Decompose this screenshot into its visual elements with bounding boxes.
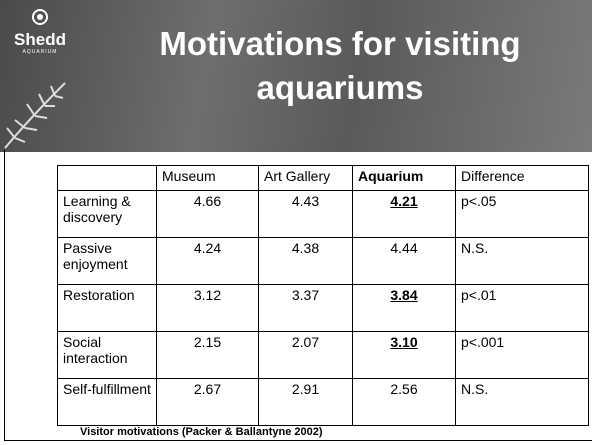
cell-text: 4.44 bbox=[390, 240, 417, 256]
slide-title: Motivations for visiting aquariums bbox=[130, 22, 550, 110]
table-cell: 4.21 bbox=[353, 191, 456, 238]
caption: Visitor motivations (Packer & Ballantyne… bbox=[80, 426, 323, 438]
logo-subtitle: AQUARIUM bbox=[8, 49, 72, 56]
cell-text: 4.66 bbox=[194, 193, 221, 209]
cell-text: Passive enjoyment bbox=[63, 240, 128, 272]
header-cell: Difference bbox=[456, 166, 589, 191]
table-row: Restoration 3.12 3.37 3.84 p<.01 bbox=[58, 285, 589, 332]
row-label: Social interaction bbox=[58, 332, 157, 379]
table-cell: 2.91 bbox=[259, 379, 353, 426]
cell-text: Social interaction bbox=[63, 334, 128, 366]
table-row: Self-fulfillment 2.67 2.91 2.56 N.S. bbox=[58, 379, 589, 426]
row-label: Self-fulfillment bbox=[58, 379, 157, 426]
cell-text: 2.07 bbox=[292, 334, 319, 350]
plant-image bbox=[0, 78, 70, 153]
cell-text: 4.24 bbox=[194, 240, 221, 256]
table-row: Social interaction 2.15 2.07 3.10 p<.001 bbox=[58, 332, 589, 379]
table-cell: p<.05 bbox=[456, 191, 589, 238]
cell-text: N.S. bbox=[461, 381, 488, 397]
cell-text: 2.67 bbox=[194, 381, 221, 397]
cell-text: 2.56 bbox=[390, 381, 417, 397]
cell-text: Restoration bbox=[63, 287, 135, 303]
cell-text: N.S. bbox=[461, 240, 488, 256]
table-row: Learning & discovery 4.66 4.43 4.21 p<.05 bbox=[58, 191, 589, 238]
table-cell: p<.001 bbox=[456, 332, 589, 379]
cell-text: 3.84 bbox=[390, 287, 417, 303]
table-row: Passive enjoyment 4.24 4.38 4.44 N.S. bbox=[58, 238, 589, 285]
cell-text: 3.37 bbox=[292, 287, 319, 303]
logo-icon bbox=[30, 8, 50, 26]
table-cell: 3.37 bbox=[259, 285, 353, 332]
table-cell: 4.24 bbox=[157, 238, 259, 285]
table-cell: N.S. bbox=[456, 379, 589, 426]
cell-text: 4.21 bbox=[390, 193, 417, 209]
cell-text: 3.10 bbox=[390, 334, 417, 350]
header-row: Museum Art Gallery Aquarium Difference bbox=[58, 166, 589, 191]
row-label: Passive enjoyment bbox=[58, 238, 157, 285]
row-label: Learning & discovery bbox=[58, 191, 157, 238]
table-cell: p<.01 bbox=[456, 285, 589, 332]
cell-text: p<.05 bbox=[461, 193, 496, 209]
frame-line bbox=[4, 440, 592, 441]
table-cell: 4.44 bbox=[353, 238, 456, 285]
logo-name: Shedd bbox=[8, 31, 72, 49]
header-cell: Art Gallery bbox=[259, 166, 353, 191]
table-cell: 4.38 bbox=[259, 238, 353, 285]
cell-text: 2.15 bbox=[194, 334, 221, 350]
table-cell: 2.07 bbox=[259, 332, 353, 379]
header-cell: Museum bbox=[157, 166, 259, 191]
slide: Shedd AQUARIUM Motivations for visiting … bbox=[0, 0, 592, 445]
table-cell: 2.67 bbox=[157, 379, 259, 426]
table-cell: N.S. bbox=[456, 238, 589, 285]
cell-text: 4.43 bbox=[292, 193, 319, 209]
row-label: Restoration bbox=[58, 285, 157, 332]
cell-text: 2.91 bbox=[292, 381, 319, 397]
table-cell: 3.12 bbox=[157, 285, 259, 332]
header-cell: Aquarium bbox=[353, 166, 456, 191]
cell-text: 4.38 bbox=[292, 240, 319, 256]
table-cell: 4.43 bbox=[259, 191, 353, 238]
table-cell: 2.15 bbox=[157, 332, 259, 379]
data-table: Museum Art Gallery Aquarium Difference L… bbox=[57, 165, 589, 426]
cell-text: Self-fulfillment bbox=[63, 381, 151, 397]
table-cell: 4.66 bbox=[157, 191, 259, 238]
logo: Shedd AQUARIUM bbox=[8, 8, 72, 56]
cell-text: p<.001 bbox=[461, 334, 504, 350]
table-cell: 3.84 bbox=[353, 285, 456, 332]
frame-line bbox=[4, 150, 5, 440]
cell-text: 3.12 bbox=[194, 287, 221, 303]
cell-text: Learning & discovery bbox=[63, 193, 131, 225]
table-cell: 2.56 bbox=[353, 379, 456, 426]
cell-text: p<.01 bbox=[461, 287, 496, 303]
header-cell bbox=[58, 166, 157, 191]
table-cell: 3.10 bbox=[353, 332, 456, 379]
